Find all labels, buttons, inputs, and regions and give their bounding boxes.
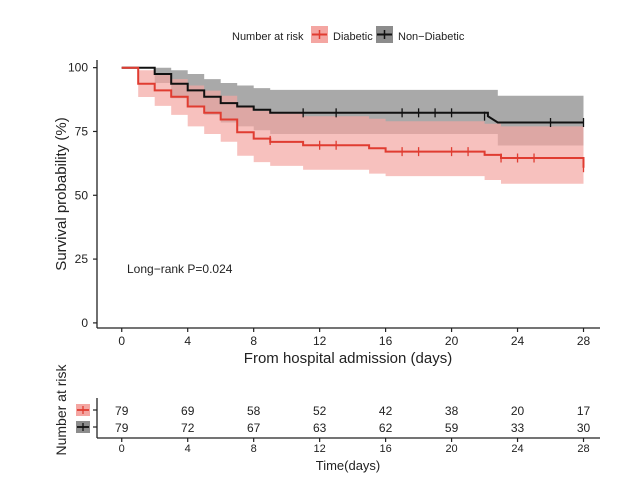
curve-non-diabetic [121, 66, 584, 124]
risk-count: 63 [313, 421, 327, 435]
legend-item-non-diabetic: Non−Diabetic [376, 26, 465, 43]
x-tick-label: 8 [250, 334, 257, 348]
x-tick-label: 24 [511, 334, 525, 348]
risk-count: 67 [247, 421, 261, 435]
risk-row-diabetic: 79 69 58 52 42 38 20 17 [76, 404, 591, 418]
curve-diabetic [121, 66, 585, 168]
risk-x-tick-label: 24 [511, 443, 523, 455]
x-axis-label: From hospital admission (days) [244, 350, 452, 367]
risk-count: 59 [445, 421, 459, 435]
risk-x-tick-label: 12 [314, 443, 326, 455]
x-tick-label: 20 [445, 334, 459, 348]
x-tick-label: 16 [379, 334, 393, 348]
risk-count: 62 [379, 421, 393, 435]
risk-x-tick-label: 8 [251, 443, 257, 455]
y-tick-label: 0 [81, 316, 88, 330]
y-tick-label: 25 [75, 252, 89, 266]
risk-count: 33 [511, 421, 525, 435]
censor-marks [269, 108, 585, 173]
legend-item-diabetic: Diabetic [311, 26, 373, 43]
risk-table: 79 69 58 52 42 38 20 17 79 72 67 63 62 59 33 30 0 4 8 12 16 2… [76, 398, 600, 455]
y-tick-label: 50 [75, 188, 89, 202]
x-tick-label: 12 [313, 334, 327, 348]
y-tick-label: 75 [75, 124, 89, 138]
risk-table-y-label: Number at risk [53, 363, 69, 455]
x-tick-label: 28 [577, 334, 591, 348]
survival-curves [121, 66, 585, 168]
x-tick-label: 4 [184, 334, 191, 348]
risk-x-tick-label: 4 [185, 443, 191, 455]
risk-count: 30 [577, 421, 591, 435]
risk-count: 79 [115, 421, 129, 435]
risk-count: 79 [115, 404, 129, 418]
confidence-bands [121, 67, 584, 188]
risk-count: 17 [577, 404, 591, 418]
legend-label: Diabetic [333, 31, 373, 43]
risk-table-x-label: Time(days) [316, 458, 381, 473]
risk-count: 52 [313, 404, 327, 418]
risk-count: 72 [181, 421, 195, 435]
band-diabetic [121, 67, 584, 188]
y-axis-label: Survival probability (%) [53, 117, 70, 270]
legend-label: Non−Diabetic [398, 31, 465, 43]
risk-x-tick-label: 0 [119, 443, 125, 455]
risk-count: 38 [445, 404, 459, 418]
legend: Number at risk Diabetic Non−Diabetic [232, 26, 465, 43]
risk-count: 69 [181, 404, 195, 418]
main-axes: 0 25 50 75 100 0 4 8 12 16 20 24 28 [68, 60, 600, 348]
risk-x-tick-label: 20 [445, 443, 457, 455]
risk-count: 42 [379, 404, 393, 418]
pvalue-annotation: Long−rank P=0.024 [127, 262, 233, 276]
x-tick-label: 0 [118, 334, 125, 348]
risk-x-tick-label: 16 [379, 443, 391, 455]
y-tick-label: 100 [68, 61, 88, 75]
legend-title: Number at risk [232, 31, 304, 43]
risk-x-tick-label: 28 [577, 443, 589, 455]
risk-count: 20 [511, 404, 525, 418]
risk-row-non-diabetic: 79 72 67 63 62 59 33 30 [76, 421, 591, 435]
risk-count: 58 [247, 404, 261, 418]
